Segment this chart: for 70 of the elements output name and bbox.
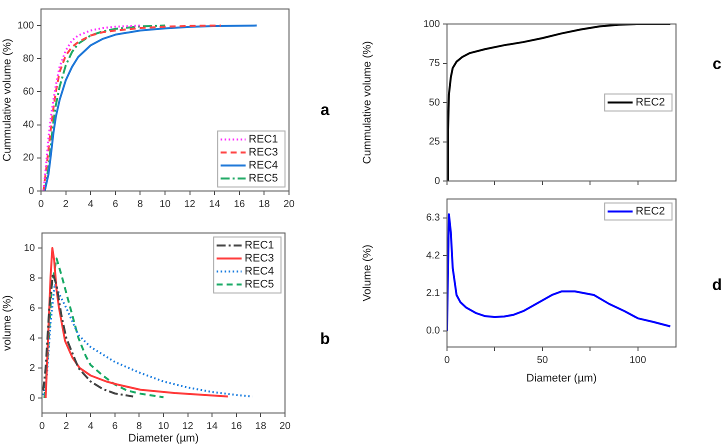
- legend-label: REC3: [248, 146, 278, 159]
- x-tick-label: 16: [234, 198, 246, 210]
- x-axis-title: Diameter (µm): [128, 432, 199, 444]
- x-tick-label: 2: [63, 198, 70, 210]
- x-axis-title: Diameter (µm): [526, 372, 597, 384]
- x-tick-label: 12: [184, 198, 196, 210]
- text: d: [712, 277, 722, 295]
- y-tick-label: 60: [22, 86, 34, 98]
- x-tick-label: 18: [258, 198, 270, 210]
- y-axis-title: Volume (%): [362, 244, 374, 302]
- line-series: [43, 258, 164, 399]
- y-tick-label: 8: [29, 272, 36, 284]
- x-tick-label: 20: [283, 198, 295, 210]
- x-tick-label: 20: [279, 420, 291, 432]
- y-tick-label: 20: [22, 152, 34, 164]
- y-tick-label: 100: [17, 20, 34, 32]
- y-tick-label: 6: [29, 302, 36, 314]
- legend-label: REC3: [244, 252, 274, 265]
- y-tick-label: 6.3: [426, 212, 440, 224]
- x-tick-label: 6: [112, 420, 118, 432]
- legend-label: REC4: [248, 160, 278, 172]
- x-tick-label: 0: [39, 420, 46, 432]
- legend-label: REC2: [636, 96, 665, 109]
- legend-label: REC5: [248, 172, 278, 185]
- x-tick-label: 18: [255, 420, 267, 432]
- y-tick-label: 10: [24, 242, 36, 254]
- y-tick-label: 4: [29, 332, 36, 344]
- x-tick-label: 6: [112, 198, 119, 210]
- y-tick-label: 4.2: [426, 250, 440, 262]
- y-axis-title: Cummulative volume (%): [362, 41, 374, 164]
- x-tick-label: 4: [88, 198, 94, 210]
- x-tick-label: 14: [209, 198, 221, 210]
- y-tick-label: 2: [29, 362, 36, 374]
- x-tick-label: 8: [137, 198, 144, 210]
- y-tick-label: 75: [428, 58, 440, 69]
- y-axis-title: Cummulative volume (%): [2, 38, 14, 162]
- y-tick-label: 2.1: [426, 288, 440, 299]
- text: c: [712, 56, 722, 74]
- x-tick-label: 0: [444, 354, 450, 366]
- legend-label: REC5: [244, 278, 274, 291]
- line-series: [42, 272, 134, 398]
- y-axis-title: volume (%): [2, 295, 14, 351]
- y-tick-label: 0: [28, 186, 34, 197]
- y-tick-label: 25: [428, 136, 440, 148]
- legend-label: REC1: [248, 134, 278, 146]
- text: a: [320, 102, 330, 120]
- y-tick-label: 0: [434, 176, 440, 187]
- legend-label: REC2: [636, 206, 665, 218]
- x-tick-label: 12: [182, 420, 194, 432]
- x-tick-label: 2: [64, 420, 70, 432]
- x-tick-label: 0: [38, 198, 44, 210]
- line-series: [42, 24, 142, 191]
- legend-label: REC4: [244, 266, 274, 278]
- x-tick-label: 16: [230, 420, 242, 432]
- x-tick-label: 10: [159, 198, 171, 210]
- x-tick-label: 10: [158, 420, 170, 432]
- x-tick-label: 4: [88, 420, 94, 432]
- y-tick-label: 80: [22, 53, 34, 64]
- y-tick-label: 40: [22, 120, 34, 131]
- y-tick-label: 0.0: [426, 326, 440, 337]
- line-series: [42, 24, 222, 191]
- legend-label: REC1: [244, 240, 274, 252]
- x-tick-label: 14: [206, 420, 218, 432]
- text: b: [320, 331, 330, 349]
- y-tick-label: 100: [423, 18, 440, 30]
- x-tick-label: 100: [629, 354, 647, 366]
- x-tick-label: 8: [136, 420, 142, 432]
- x-tick-label: 50: [536, 354, 548, 366]
- y-tick-label: 50: [428, 97, 440, 108]
- y-tick-label: 0: [29, 392, 36, 404]
